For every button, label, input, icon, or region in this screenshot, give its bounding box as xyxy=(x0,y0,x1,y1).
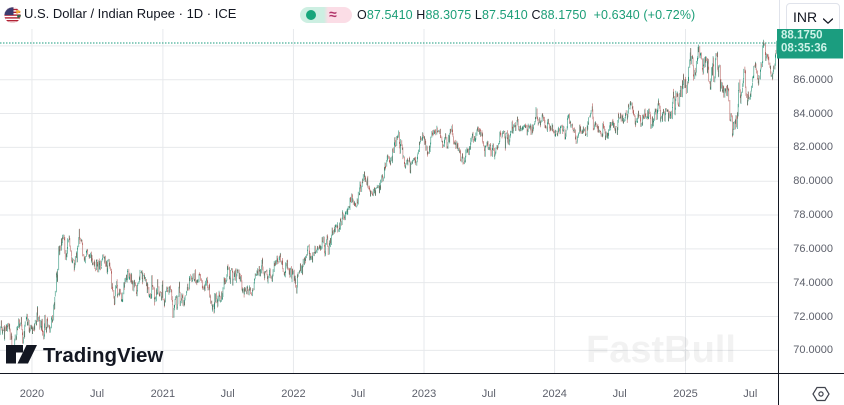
svg-text:TradingView: TradingView xyxy=(43,344,163,366)
